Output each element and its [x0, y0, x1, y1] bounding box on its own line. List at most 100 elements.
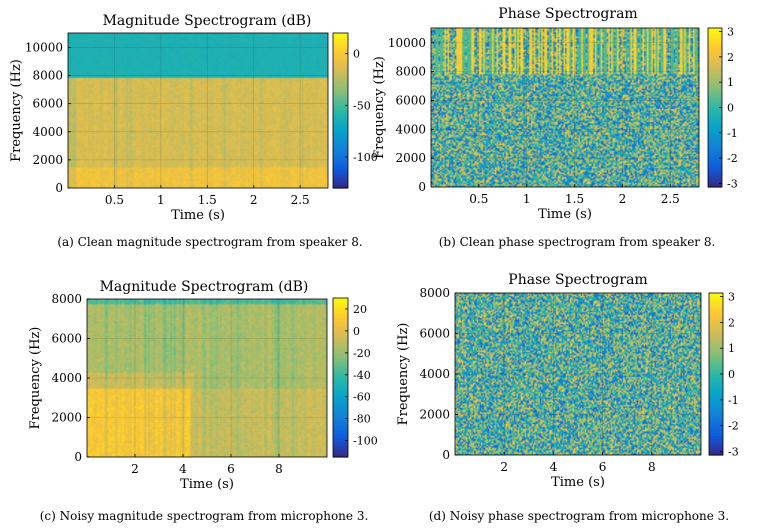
colorbar-swatch [333, 451, 348, 455]
colorbar-swatch [333, 159, 348, 163]
colorbar-swatch [333, 308, 348, 312]
x-tick-label: 1.5 [198, 193, 217, 207]
colorbar-swatch [709, 295, 723, 299]
colorbar-swatch [333, 401, 348, 405]
colorbar-swatch [708, 102, 722, 106]
colorbar-swatch [333, 422, 348, 426]
colorbar-tick-label: -80 [353, 413, 371, 426]
colorbar-swatch [708, 184, 722, 188]
colorbar-swatch [709, 387, 723, 391]
colorbar-swatch [333, 110, 348, 114]
panel-c-caption: (c) Noisy magnitude spectrogram from mic… [40, 509, 369, 523]
colorbar-swatch [333, 53, 348, 57]
colorbar-swatch [708, 104, 722, 109]
colorbar-tick-label: 2 [727, 51, 734, 64]
colorbar-swatch [333, 427, 348, 432]
axes-frame [67, 32, 329, 189]
colorbar-tick-label: -20 [353, 347, 371, 360]
colorbar-swatch [709, 309, 723, 313]
colorbar-swatch [333, 169, 348, 174]
colorbar-swatch [333, 404, 348, 408]
colorbar-swatch [333, 414, 348, 418]
colorbar-swatch [709, 446, 723, 451]
x-tick-label: 2 [250, 193, 258, 207]
colorbar-swatch [708, 83, 722, 87]
x-tick-label: 1.5 [565, 192, 584, 206]
colorbar-swatch [333, 115, 348, 119]
colorbar-swatch [333, 185, 348, 189]
colorbar-swatch [333, 316, 348, 320]
x-tick-label: 1 [523, 192, 531, 206]
y-tick-label: 0 [74, 450, 82, 464]
colorbar-swatch [708, 75, 722, 79]
colorbar-swatch [333, 345, 348, 349]
y-tick-label: 4000 [32, 125, 63, 139]
colorbar-swatch [708, 62, 722, 66]
colorbar-swatch [709, 360, 723, 364]
panel-d-title: Phase Spectrogram [508, 272, 647, 288]
panel-d: Phase Spectrogram (d) Noisy phase spectr… [396, 272, 739, 523]
axes-frame [430, 27, 700, 188]
colorbar-swatch [333, 126, 348, 130]
colorbar-swatch [709, 395, 723, 399]
colorbar-swatch [333, 118, 348, 122]
heatmap-cells [431, 28, 699, 187]
colorbar-swatch [708, 73, 722, 77]
colorbar-swatch [708, 91, 722, 95]
colorbar-swatch [333, 180, 348, 184]
colorbar-swatch [708, 141, 722, 146]
x-tick-label: 8 [275, 462, 283, 476]
colorbar-swatch [333, 372, 348, 376]
colorbar-swatch [708, 165, 722, 170]
heatmap-cells [455, 293, 701, 455]
colorbar-swatch [333, 358, 348, 363]
colorbar-swatch [708, 110, 722, 114]
x-axis-label: Time (s) [538, 207, 592, 222]
colorbar-swatch [708, 144, 722, 148]
colorbar-swatch [709, 409, 723, 413]
colorbar-tick-label: 1 [728, 342, 735, 355]
panel-b: Phase Spectrogram (b) Clean phase spectr… [372, 6, 738, 249]
colorbar-swatch [333, 95, 348, 99]
colorbar-swatch [708, 181, 722, 185]
colorbar-tick-label: -50 [353, 99, 371, 112]
colorbar-swatch [333, 393, 348, 397]
colorbar-swatch [708, 86, 722, 90]
colorbar-swatch [333, 43, 348, 47]
colorbar-swatch [333, 177, 348, 181]
colorbar-tick-label: 0 [728, 368, 735, 381]
colorbar-swatch [333, 438, 348, 442]
colorbar-swatch [709, 430, 723, 434]
colorbar-swatch [709, 433, 723, 437]
y-tick-label: 2000 [419, 408, 450, 422]
panel-c: Magnitude Spectrogram (dB) (c) Noisy mag… [28, 279, 378, 523]
colorbar-swatch [708, 152, 722, 156]
x-tick-label: 2.5 [291, 193, 310, 207]
colorbar-swatch [333, 162, 348, 166]
colorbar-swatch [333, 107, 348, 112]
colorbar-swatch [708, 41, 722, 45]
colorbar-swatch [333, 382, 348, 387]
colorbar-swatch [708, 43, 722, 48]
colorbar-swatch [333, 120, 348, 125]
colorbar-swatch [708, 38, 722, 42]
colorbar-swatch [709, 374, 723, 378]
y-tick-label: 4000 [419, 367, 450, 381]
colorbar-swatch [709, 411, 723, 416]
colorbar-swatch [709, 449, 723, 453]
panel-c-title: Magnitude Spectrogram (dB) [100, 279, 309, 295]
panel-a: Magnitude Spectrogram (dB) (a) Clean mag… [9, 13, 378, 249]
colorbar-tick-label: -60 [353, 391, 371, 404]
colorbar-swatch [333, 131, 348, 135]
colorbar-swatch [333, 369, 348, 373]
colorbar-swatch [333, 321, 348, 326]
colorbar-tick-label: -3 [728, 445, 739, 458]
colorbar-swatch [708, 173, 722, 177]
colorbar-swatch [709, 341, 723, 345]
y-tick-label: 0 [442, 448, 450, 462]
colorbar-swatch [333, 380, 348, 384]
colorbar-swatch [709, 376, 723, 380]
colorbar-swatch [333, 149, 348, 153]
y-tick-label: 0 [418, 180, 426, 194]
